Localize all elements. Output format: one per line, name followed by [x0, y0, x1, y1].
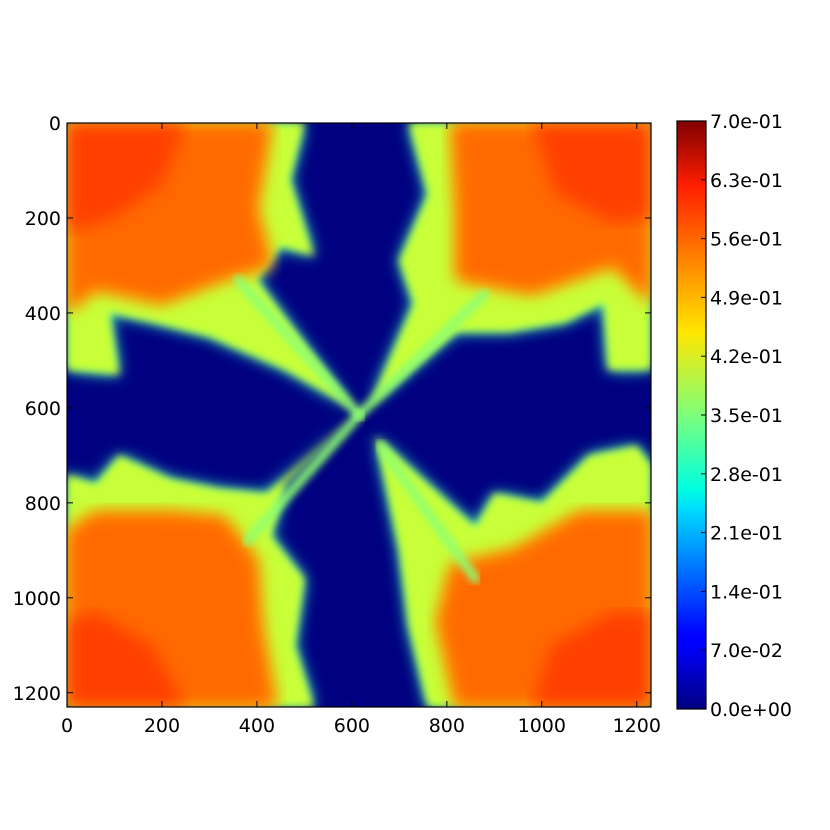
x-tick-label: 200 [144, 715, 180, 737]
plot-area [67, 123, 651, 707]
y-axis: 0 200 400 600 800 1000 1200 [13, 113, 651, 705]
x-tick-label: 800 [429, 715, 465, 737]
y-tick-label: 800 [25, 493, 61, 515]
field-region-deep [67, 123, 186, 233]
field-region-deep [532, 612, 651, 707]
x-tick-label: 0 [61, 715, 73, 737]
colorbar-tick-label: 3.5e-01 [710, 405, 783, 427]
colorbar-tick-label: 1.4e-01 [710, 581, 783, 603]
colorbar-tick-label: 4.2e-01 [710, 346, 783, 368]
y-tick-label: 0 [49, 113, 61, 135]
colorbar-tick-label: 7.0e-01 [710, 111, 783, 133]
y-tick-label: 600 [25, 398, 61, 420]
colorbar-tick-label: 6.3e-01 [710, 170, 783, 192]
field-jet [354, 289, 490, 420]
colorbar-ticks: 0.0e+00 7.0e-02 1.4e-01 2.1e-01 2.8e-01 3.5e-… [701, 111, 792, 721]
field-layer [67, 123, 651, 707]
y-tick-label: 200 [25, 208, 61, 230]
y-tick-label: 1200 [13, 683, 61, 705]
field-region-deep [532, 123, 651, 223]
colorbar-tick-label: 5.6e-01 [710, 229, 783, 251]
y-tick-label: 400 [25, 303, 61, 325]
x-tick-label: 600 [334, 715, 370, 737]
x-tick-label: 1200 [613, 715, 661, 737]
field-jet [242, 410, 364, 546]
x-tick-label: 400 [239, 715, 275, 737]
x-tick-label: 1000 [518, 715, 566, 737]
field-region-deep [67, 612, 186, 707]
plot-frame [66, 122, 652, 708]
colorbar-tick-label: 2.8e-01 [710, 464, 783, 486]
field-jet [233, 275, 364, 420]
colorbar-tick-label: 7.0e-02 [710, 640, 783, 662]
field-jet [375, 441, 480, 584]
x-axis: 0 200 400 600 800 1000 1200 [61, 123, 661, 737]
colorbar-tick-label: 2.1e-01 [710, 523, 783, 545]
y-tick-label: 1000 [13, 588, 61, 610]
colorbar-tick-label: 0.0e+00 [710, 699, 792, 721]
colorbar-tick-label: 4.9e-01 [710, 287, 783, 309]
